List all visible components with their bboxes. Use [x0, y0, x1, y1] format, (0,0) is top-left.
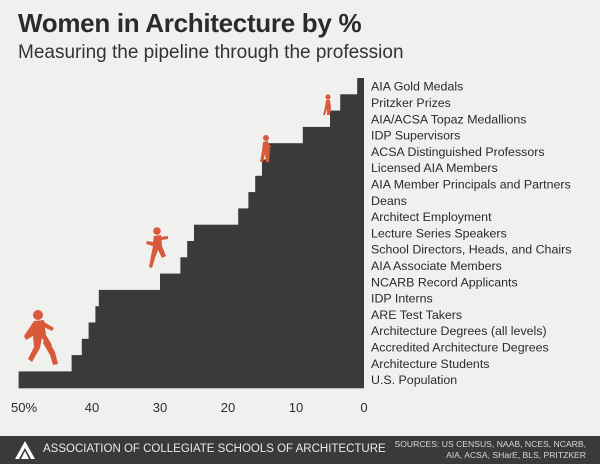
x-tick-label: 20 — [221, 400, 235, 415]
category-label: ACSA Distinguished Professors — [371, 145, 545, 159]
bar — [160, 273, 364, 291]
x-tick-label: 50% — [11, 400, 37, 415]
category-label: Pritzker Prizes — [371, 96, 451, 110]
bar — [180, 257, 364, 275]
bar — [95, 306, 365, 324]
category-label: AIA Associate Members — [371, 259, 502, 273]
bar — [187, 241, 364, 258]
x-tick-label: 40 — [85, 400, 99, 415]
bar — [268, 143, 364, 161]
category-label: ARE Test Takers — [371, 308, 462, 322]
category-label: AIA Member Principals and Partners — [371, 178, 571, 192]
category-label: IDP Supervisors — [371, 129, 460, 143]
category-label: Architecture Students — [371, 357, 489, 371]
bar — [238, 208, 364, 226]
climber-figure-middle-icon — [146, 227, 168, 268]
bar — [98, 289, 365, 307]
bar — [18, 371, 364, 389]
staircase-bar-chart: AIA Gold Medals Pritzker Prizes AIA/ACSA T… — [11, 78, 571, 415]
bar — [302, 126, 364, 144]
category-label: U.S. Population — [371, 373, 457, 387]
chart-title: Women in Architecture by % — [18, 8, 362, 38]
x-tick-label: 0 — [360, 400, 367, 415]
category-label: IDP Interns — [371, 292, 433, 306]
organization-name: ASSOCIATION OF COLLEGIATE SCHOOLS OF ARC… — [43, 443, 386, 455]
bar — [330, 110, 364, 128]
category-label: School Directors, Heads, and Chairs — [371, 243, 571, 257]
sources-line-2: AIA, ACSA, SHarE, BLS, PRITZKER — [446, 450, 586, 460]
x-tick-label: 10 — [289, 400, 303, 415]
bar — [194, 224, 364, 242]
bar — [248, 192, 364, 209]
x-tick-label: 30 — [153, 400, 167, 415]
bar — [88, 322, 364, 340]
category-label: AIA/ACSA Topaz Medallions — [371, 112, 526, 126]
acsa-logo-icon — [15, 441, 35, 459]
bar — [340, 94, 364, 112]
bar — [255, 175, 364, 193]
category-label: NCARB Record Applicants — [371, 275, 518, 289]
category-label: Lecture Series Speakers — [371, 226, 507, 240]
climber-figure-upper-icon — [260, 135, 271, 162]
category-label: AIA Gold Medals — [371, 80, 463, 94]
category-label: Deans — [371, 194, 407, 208]
bar — [81, 338, 365, 356]
category-label: Architect Employment — [371, 210, 492, 224]
bar — [262, 159, 364, 177]
bar — [71, 355, 364, 372]
chart-subtitle: Measuring the pipeline through the profe… — [18, 42, 404, 63]
climber-figure-top-icon — [323, 94, 331, 115]
category-label: Licensed AIA Members — [371, 161, 498, 175]
sources-line-1: SOURCES: US CENSUS, NAAB, NCES, NCARB, — [394, 439, 587, 449]
sources-note: SOURCES: US CENSUS, NAAB, NCES, NCARB, A… — [395, 439, 587, 461]
runner-figure-icon — [24, 310, 58, 365]
footer-bar: ASSOCIATION OF COLLEGIATE SCHOOLS OF ARC… — [0, 436, 600, 464]
category-label: Accredited Architecture Degrees — [371, 340, 549, 354]
bar-group — [18, 78, 365, 389]
x-tick-group: 50% 40 30 20 10 0 — [11, 400, 368, 415]
category-label: Architecture Degrees (all levels) — [371, 324, 547, 338]
bar — [357, 78, 364, 95]
category-label-group: AIA Gold Medals Pritzker Prizes AIA/ACSA T… — [371, 80, 571, 387]
